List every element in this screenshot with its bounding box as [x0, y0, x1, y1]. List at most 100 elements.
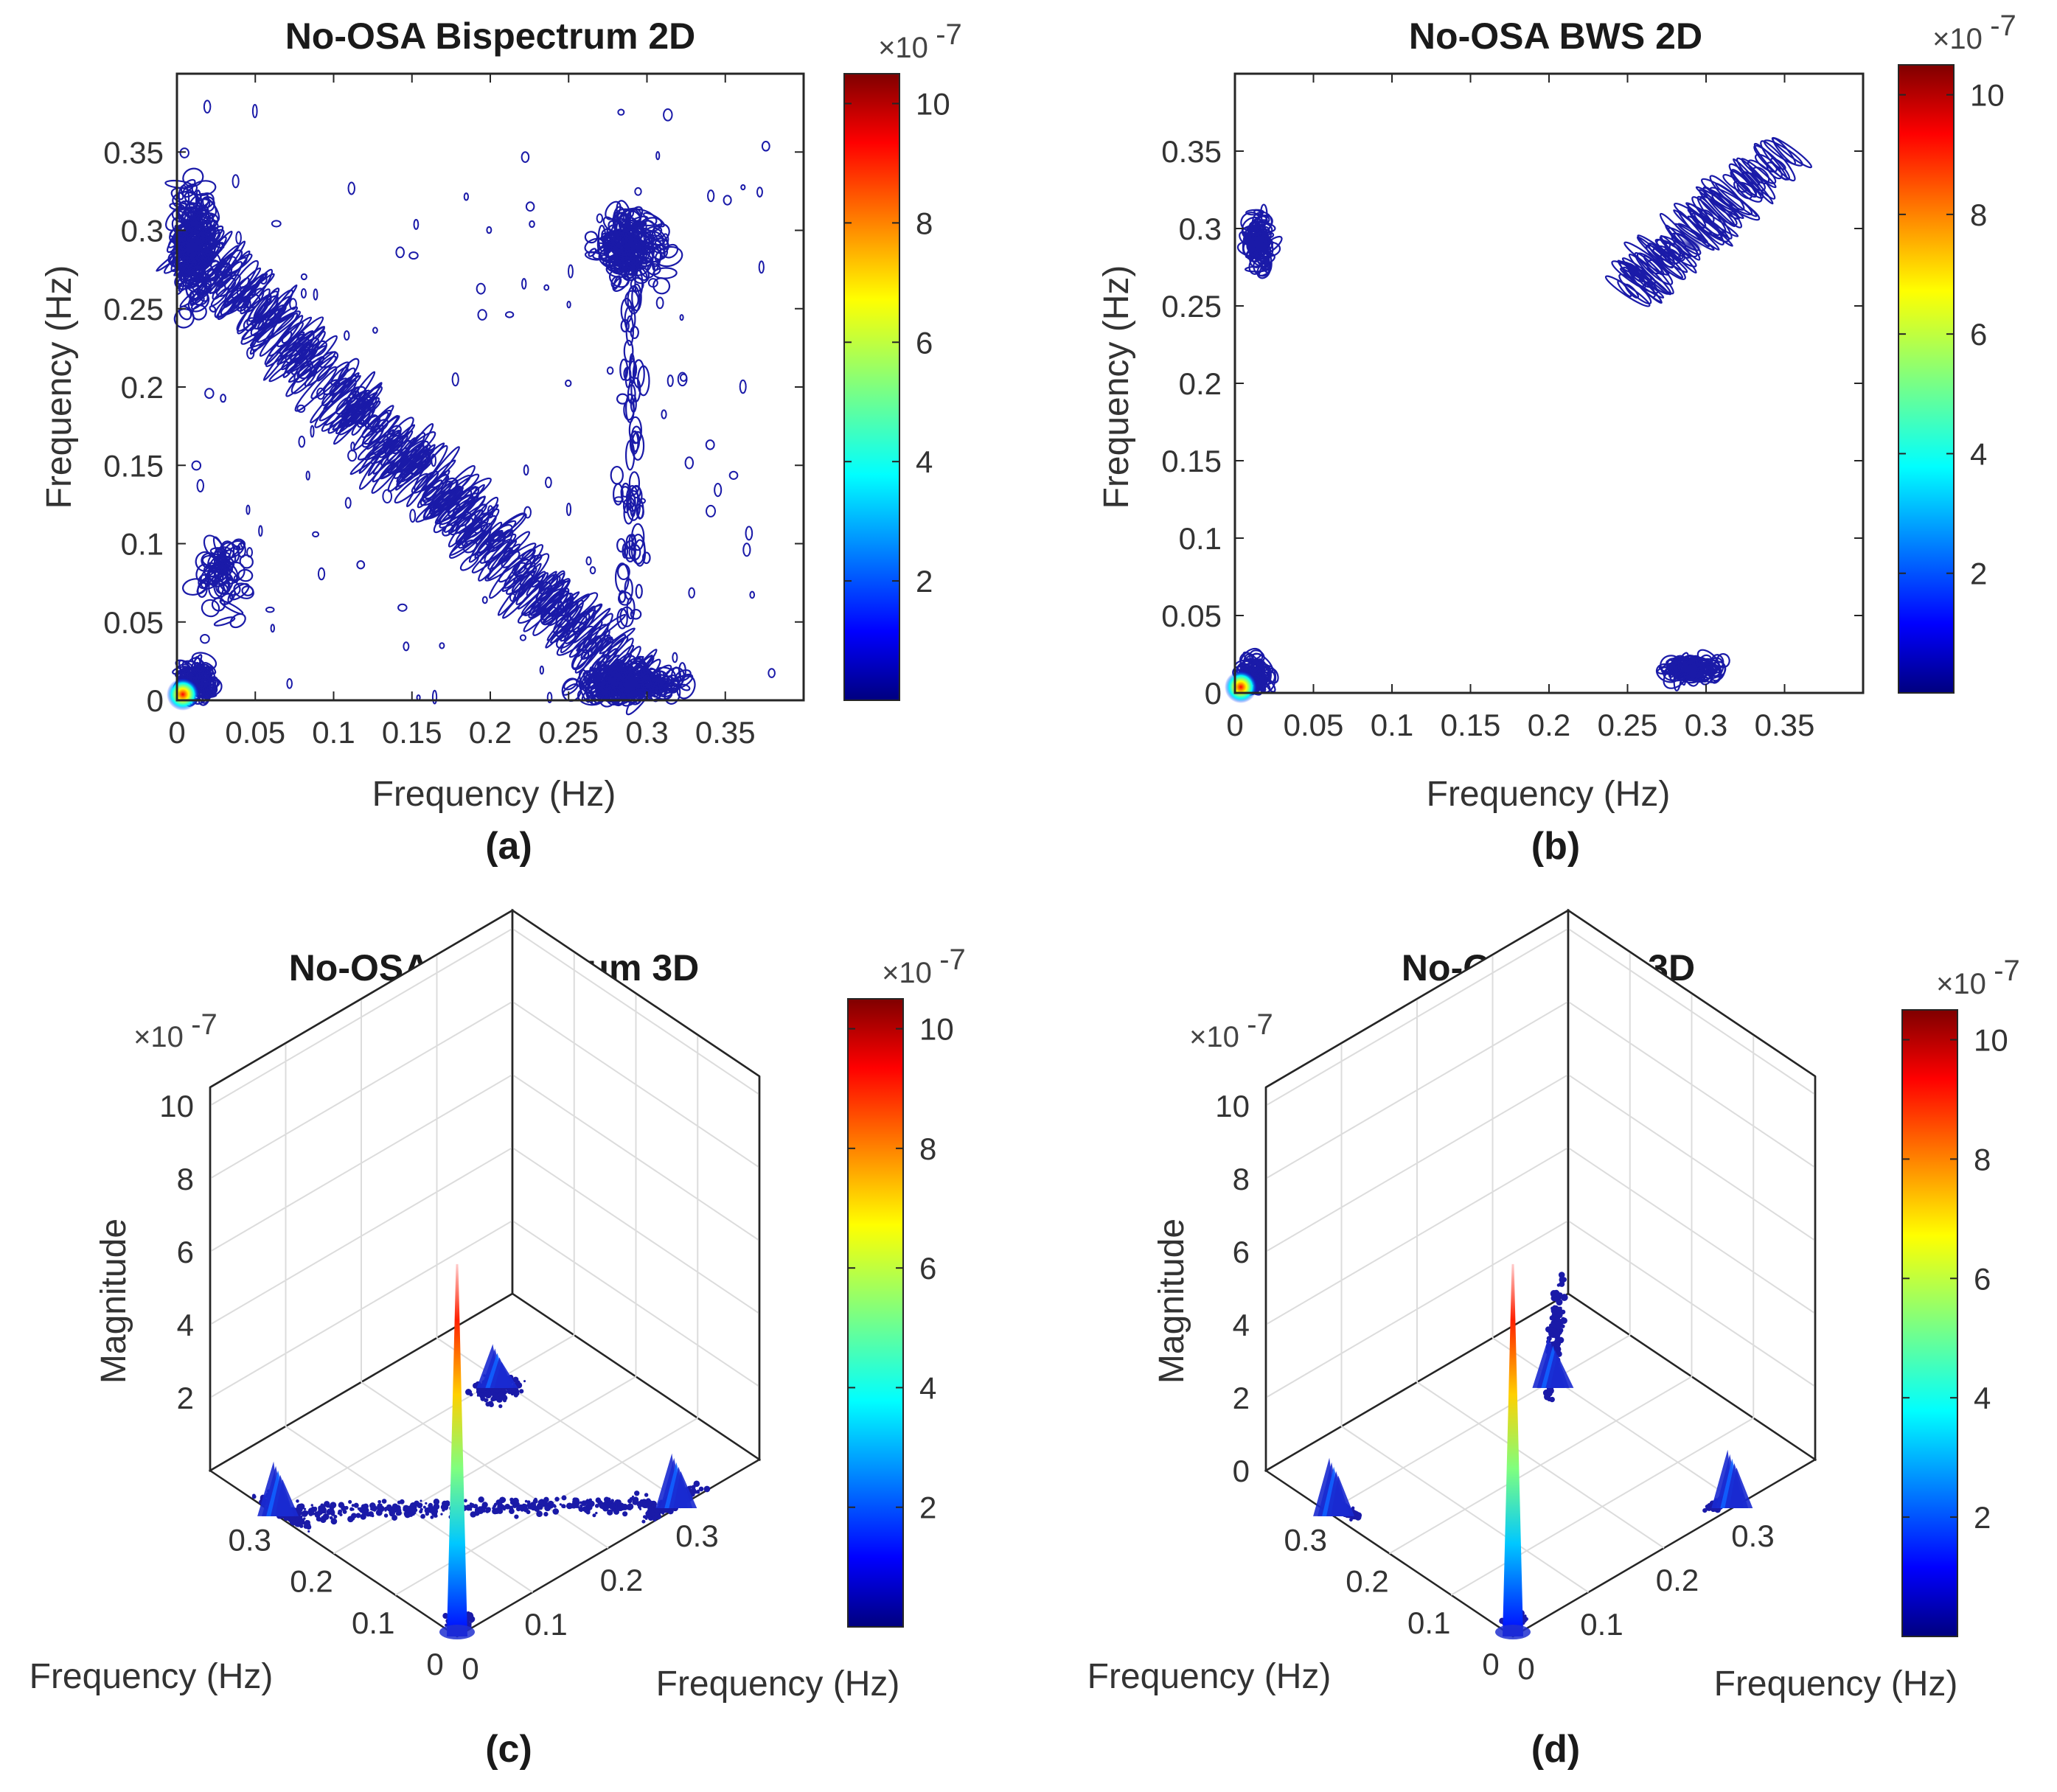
pa-cluster-contour: [181, 257, 200, 264]
pa-speck: [397, 603, 408, 612]
pa-speck: [477, 309, 487, 321]
pc-floor-point: [425, 1502, 428, 1505]
pa-speck: [728, 470, 739, 480]
pc-floor-point: [420, 1499, 422, 1502]
pb-origin-contour: [1243, 653, 1255, 673]
pc-floor-point: [644, 1502, 649, 1507]
pa-speck: [487, 505, 494, 519]
pc-floor-point: [372, 1508, 377, 1512]
pb-diag-contour: [1728, 163, 1764, 199]
pa-speck: [585, 556, 592, 566]
pc-floor-point: [595, 1511, 598, 1515]
pc-floor-point: [543, 1511, 549, 1517]
pc-floor-point: [594, 1504, 599, 1508]
pa-speck: [486, 226, 493, 234]
pa-speck: [382, 489, 393, 503]
pb-xtick-label: 0: [1226, 708, 1243, 742]
pa-cluster-contour: [613, 253, 633, 269]
pc-floor-point: [408, 1507, 414, 1513]
pa-speck: [205, 666, 211, 680]
pc-floor-point: [418, 1502, 423, 1507]
pa-speck: [529, 220, 535, 229]
pc-floor-point: [299, 1511, 302, 1515]
pc-floor-point: [348, 1499, 352, 1504]
pd-colorbar-multiplier: ×10: [1936, 968, 1986, 1000]
pa-ridge-contour: [352, 386, 366, 400]
pc-floor-point: [485, 1398, 489, 1402]
pa-cluster-contour: [187, 210, 199, 218]
pc-floor-point: [552, 1504, 556, 1507]
pc-ytick-label: 0: [426, 1647, 443, 1681]
pa-ytick-label: 0.25: [103, 292, 164, 327]
pa-band-contour: [613, 483, 624, 506]
pa-ridge-contour: [314, 380, 358, 428]
pa-ridge-contour: [411, 470, 439, 494]
pa-cluster-contour: [615, 209, 631, 237]
pa-speck: [481, 596, 488, 604]
pa-cluster-contour: [202, 197, 220, 223]
pc-floor-point: [638, 1507, 642, 1510]
pa-cluster-contour: [192, 268, 207, 282]
pa-speck: [739, 379, 747, 394]
panel-d-surface: [1313, 1263, 1753, 1639]
pa-cluster-contour: [664, 685, 673, 694]
pa-ridge-contour: [420, 481, 453, 506]
pa-xtick-label: 0.35: [695, 715, 756, 750]
pb-ytick-label: 0.35: [1161, 134, 1222, 169]
pc-floor-point: [512, 1502, 518, 1507]
pc-floor-point: [698, 1486, 704, 1492]
pa-ytick-label: 0.35: [103, 135, 164, 170]
pa-speck: [565, 502, 572, 517]
pa-ridge-contour: [490, 531, 507, 549]
pa-speck: [519, 634, 526, 641]
pa-speck: [246, 299, 251, 309]
pa-ridge-contour: [370, 434, 408, 464]
panel-c-3d-box: [208, 908, 762, 1638]
pa-speck: [233, 575, 239, 584]
pd-colorbar-tick-label: 6: [1974, 1261, 1991, 1296]
pd-diag-point: [1561, 1317, 1567, 1324]
pc-floor-point: [443, 1614, 448, 1620]
pa-xtick-label: 0.05: [225, 715, 285, 750]
pc-floor-point: [351, 1513, 357, 1519]
pa-ridge-contour: [294, 366, 338, 412]
pa-speck: [745, 526, 753, 541]
pa-speck: [347, 449, 358, 462]
pa-lowfreq-contour: [229, 613, 246, 629]
pc-colorbar-gradient: [847, 998, 904, 1628]
pc-floor-point: [365, 1512, 371, 1517]
pa-cluster-contour: [209, 305, 217, 313]
pc-xtick-label: 0: [462, 1651, 478, 1686]
pc-xtick-label: 0.3: [675, 1519, 718, 1553]
pb-diag-contour: [1617, 280, 1632, 298]
pa-ridge-contour: [318, 351, 339, 369]
pc-floor-point: [503, 1390, 507, 1393]
pa-origin-contour: [202, 676, 219, 699]
pc-floor-point: [561, 1495, 567, 1501]
pc-floor-point: [639, 1499, 644, 1503]
pc-floor-point: [473, 1505, 476, 1509]
pc-floor-point: [559, 1503, 562, 1506]
pa-speck: [260, 273, 268, 285]
pa-cluster-contour: [190, 217, 209, 237]
pa-speck: [706, 504, 716, 517]
pa-lowfreq-contour: [219, 599, 244, 615]
pc-floor-point: [641, 1519, 646, 1524]
pc-floor-point: [303, 1507, 307, 1510]
pa-xtick-label: 0.2: [469, 715, 512, 750]
pa-ridge-contour: [265, 331, 305, 368]
pa-cluster-contour: [178, 201, 187, 223]
pc-grid-line: [333, 1376, 637, 1555]
pc-floor-point: [403, 1507, 408, 1512]
pa-lowfreq-contour: [195, 551, 216, 572]
pc-floor-point: [434, 1504, 438, 1507]
pa-band-contour: [620, 482, 631, 505]
pc-side-peak: [673, 1471, 697, 1508]
pa-cluster-contour: [588, 248, 597, 257]
pa-colorbar-tick-label: 10: [916, 86, 950, 121]
pa-band-contour: [620, 297, 633, 324]
pa-speck: [472, 520, 482, 534]
pa-ridge-contour: [394, 473, 429, 504]
pa-ridge-contour: [379, 439, 425, 480]
pc-grid-line: [436, 1337, 685, 1505]
